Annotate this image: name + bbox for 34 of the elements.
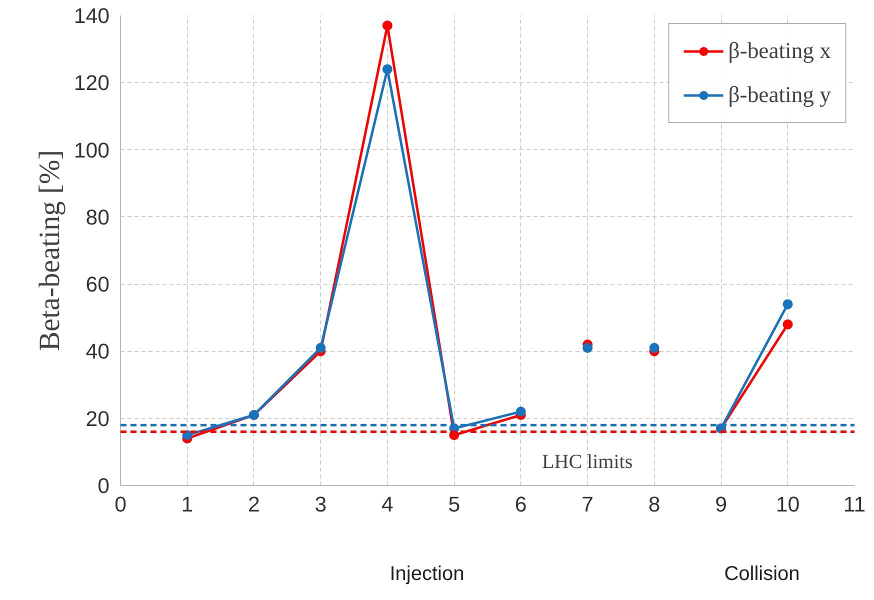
point xyxy=(382,20,392,31)
annotation: LHC limits xyxy=(542,451,633,473)
y-tick-label: 40 xyxy=(86,340,110,364)
point xyxy=(649,342,660,353)
legend-label: β-beating x xyxy=(728,38,831,64)
point xyxy=(316,342,326,353)
x-tick-label: 7 xyxy=(582,492,594,516)
x-tick-label: 4 xyxy=(381,492,394,516)
legend-label: β-beating y xyxy=(728,82,831,108)
x-tick-label: 9 xyxy=(715,492,727,516)
x-tick-label: 0 xyxy=(114,492,127,516)
x-tick-label: 3 xyxy=(314,492,327,516)
x-tick-label: 8 xyxy=(648,492,660,516)
y-tick-label: 100 xyxy=(74,138,110,162)
x-tick-label: 5 xyxy=(448,492,460,516)
y-tick-label: 0 xyxy=(98,474,110,498)
y-tick-label: 120 xyxy=(74,71,110,96)
x-tick-label: 10 xyxy=(776,492,800,516)
x-tick-label: 2 xyxy=(248,492,260,516)
x-tick-label: 11 xyxy=(843,492,866,516)
point xyxy=(782,319,793,330)
point xyxy=(582,342,593,353)
y-tick-label: 140 xyxy=(74,4,110,28)
text: Injection xyxy=(390,562,464,587)
text: Collision xyxy=(724,562,800,587)
y-tick-label: 60 xyxy=(86,272,110,297)
point xyxy=(782,299,793,310)
point xyxy=(516,406,526,417)
point xyxy=(382,64,392,74)
y-axis-title: Beta-beating [%] xyxy=(34,150,66,352)
x-tick-label: 1 xyxy=(181,492,194,516)
y-tick-label: 80 xyxy=(86,205,110,230)
y-tick-label: 20 xyxy=(86,406,110,431)
x-tick-label: 6 xyxy=(514,492,527,516)
